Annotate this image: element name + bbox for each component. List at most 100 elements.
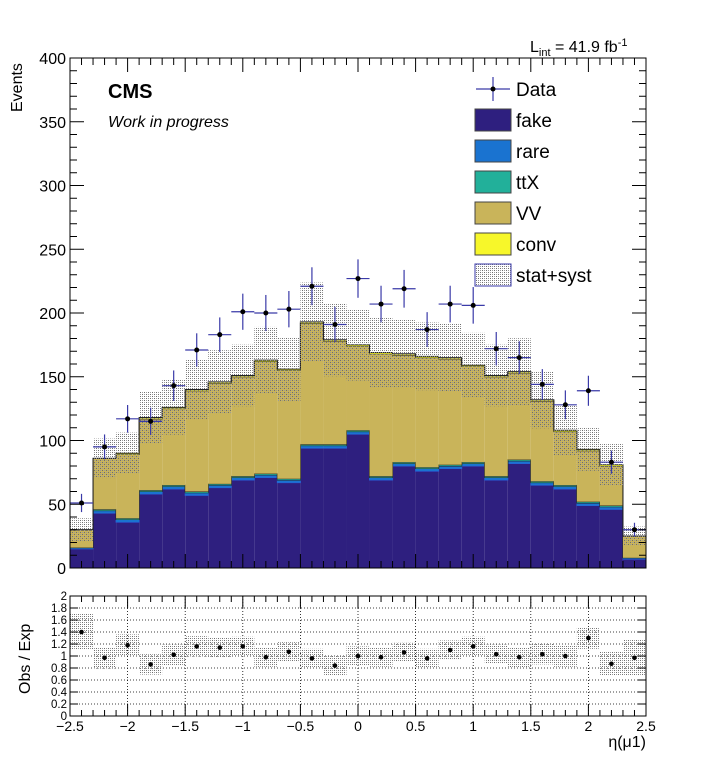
bar-fake-5 [185,495,209,568]
bar-fake-8 [254,477,278,568]
band-bin-4 [162,380,186,435]
y-tick-label: 200 [39,306,66,323]
bar-rare-3 [139,491,163,495]
band-bin-13 [369,318,393,388]
band-bin-18 [484,344,508,407]
ratio-point-3 [148,662,153,667]
legend-label: fake [516,111,552,132]
legend-item-fake: fake [474,108,552,132]
bar-fake-21 [553,488,577,568]
bar-ttx-12 [346,430,370,432]
bar-rare-6 [208,485,232,488]
band-bin-6 [208,350,232,414]
bar-rare-15 [415,468,439,472]
x-tick-label: 0.5 [406,718,426,734]
ratio-y-tick-label: 0.8 [51,663,67,675]
data-points [70,259,646,537]
band-bin-7 [231,344,255,407]
ratio-point-17 [470,644,476,649]
bar-rare-14 [392,463,416,466]
ratio-point-12 [355,653,361,659]
bar-fake-20 [530,485,554,568]
ratio-point-8 [263,654,269,660]
bar-fake-7 [231,480,255,568]
legend-label: rare [516,142,550,163]
bar-rare-0 [70,547,94,549]
bar-rare-9 [277,480,301,483]
band-bin-17 [461,332,485,398]
bar-fake-6 [208,487,232,568]
ratio-point-20 [540,651,545,657]
data-point-8 [254,294,278,332]
legend-item-vv: VV [474,201,542,225]
ratio-y-tick-label: 0.2 [51,699,67,711]
band-bin-16 [438,323,462,392]
x-tick-label: −0.5 [287,718,315,734]
x-tick-label: −2 [120,718,136,734]
ratio-point-10 [309,656,315,661]
data-point-11 [323,306,347,343]
bar-ttx-14 [392,462,416,464]
work-in-progress-label: Work in progress [108,114,229,131]
bar-fake-14 [392,466,416,568]
y-tick-label: 400 [39,51,66,68]
bar-fake-1 [93,513,117,568]
bar-rare-24 [622,557,646,560]
bar-fake-19 [507,463,531,568]
data-point-6 [208,317,232,352]
band-bin-2 [116,432,140,474]
y-tick-label: 250 [39,242,66,259]
ratio-x-axis: −2.5 −2 −1.5 −1 −0.5 0 0.5 1 1.5 2 2.5 [56,596,656,734]
bar-rare-16 [438,466,462,469]
bar-ttx-17 [461,462,485,464]
ratio-point-11 [332,663,338,668]
band-bin-0 [70,518,94,542]
x-tick-label: 2.5 [636,718,656,734]
bar-ttx-10 [300,444,324,446]
ratio-point-24 [632,655,637,661]
data-point-5 [185,333,209,367]
bar-rare-13 [369,477,393,481]
band-bin-9 [277,337,301,401]
legend-label: Data [516,80,557,101]
bar-ttx-23 [599,505,623,507]
data-point-2 [116,405,140,433]
data-point-7 [231,293,255,330]
y-axis-label: Events [9,63,26,112]
ratio-point-21 [563,653,568,659]
ratio-point-14 [401,650,407,655]
bar-ttx-11 [323,444,347,446]
legend-item-conv: conv [474,232,557,256]
legend-label: stat+syst [516,266,592,287]
bar-fake-15 [415,471,439,568]
ratio-point-0 [79,629,84,635]
bar-fake-13 [369,480,393,568]
ratio-y-tick-label: 1.8 [51,603,67,615]
bar-rare-19 [507,460,531,464]
bar-rare-5 [185,492,209,496]
bar-rare-7 [231,477,255,481]
ratio-point-16 [447,647,453,653]
bar-rare-18 [484,477,508,481]
ratio-y-tick-label: 0 [61,711,67,723]
data-point-16 [438,285,462,323]
bar-ttx-15 [415,467,439,469]
bar-rare-10 [300,445,324,449]
data-point-4 [162,370,186,401]
ratio-point-13 [378,654,384,660]
bar-rare-20 [530,482,554,486]
bar-fake-2 [116,522,140,568]
ratio-y-axis: 00.20.40.60.811.21.41.61.82 [51,591,646,723]
bar-fake-12 [346,434,370,568]
data-point-20 [530,369,554,400]
ratio-y-tick-label: 0.4 [51,687,68,699]
band-bin-22 [576,428,600,471]
bar-ttx-2 [116,518,140,520]
data-point-23 [599,450,623,474]
ratio-point-5 [194,644,200,649]
legend-label: VV [516,204,542,225]
ratio-point-4 [171,652,176,658]
bar-rare-1 [93,510,117,514]
data-point-17 [461,287,485,324]
